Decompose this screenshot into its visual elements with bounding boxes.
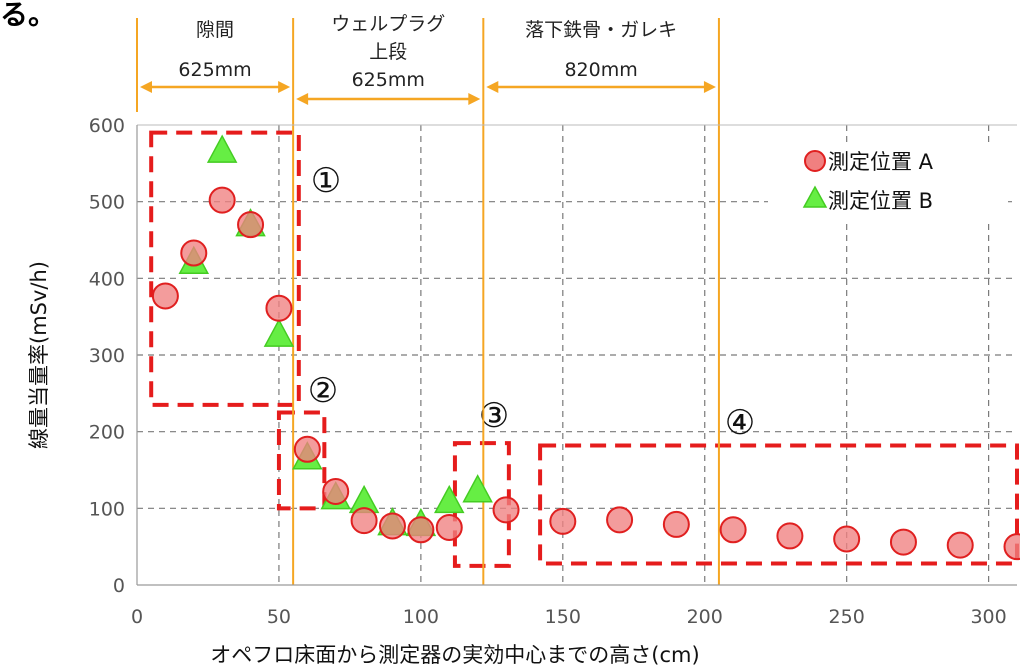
y-tick-label: 400 (89, 268, 125, 290)
y-axis-title: 線量当量率(mSv/h) (27, 261, 51, 449)
span-arrow-head-right (468, 93, 481, 105)
data-point-a (492, 496, 520, 524)
axes: 0 100 200 300 400 500 600 0 50 100 150 200 250 300 (89, 115, 1017, 628)
data-point-a (549, 507, 577, 535)
data-point-b (462, 474, 493, 503)
data-point-a (378, 512, 406, 540)
span-label-bottom: 820mm (564, 59, 637, 81)
span-label-top: 落下鉄骨・ガレキ (525, 19, 677, 41)
x-axis-title: オペフロ床面から測定器の実効中心までの高さ(cm) (210, 643, 699, 667)
x-tick-label: 0 (131, 606, 143, 628)
span-arrow-head-left (140, 81, 152, 93)
legend-label-b: 測定位置 B (828, 189, 933, 213)
data-point-a (151, 282, 179, 310)
span-arrow-head-left (486, 81, 499, 93)
data-point-a (350, 507, 378, 535)
data-point-a (662, 510, 690, 538)
span-label-bottom: 625mm (178, 59, 251, 81)
data-point-a (889, 528, 917, 556)
data-point-a (833, 525, 861, 553)
data-point-a (606, 506, 634, 534)
y-tick-label: 0 (113, 575, 125, 597)
span-label-bottom: 625mm (352, 69, 425, 91)
data-point-a (435, 514, 463, 541)
legend-marker-a (804, 150, 826, 172)
y-tick-label: 300 (89, 345, 125, 367)
y-tick-label: 200 (89, 422, 125, 444)
span-arrow-head-left (296, 93, 309, 105)
data-point-b (206, 134, 238, 163)
x-tick-label: 50 (267, 606, 291, 628)
span-label-top: 隙間 (196, 19, 234, 41)
x-tick-label: 100 (403, 606, 439, 628)
data-point-a (180, 239, 208, 267)
legend-marker-b (802, 185, 828, 208)
y-tick-label: 500 (89, 192, 125, 214)
y-tick-label: 100 (89, 498, 125, 520)
data-point-a (293, 435, 321, 463)
x-tick-label: 150 (545, 606, 581, 628)
zone-label: ② (308, 371, 338, 411)
legend-label-a: 測定位置 A (828, 150, 934, 174)
span-label-top: ウェルプラグ (331, 13, 445, 35)
zone-label: ① (311, 161, 341, 201)
y-tick-label: 600 (89, 115, 125, 137)
data-point-a (1003, 533, 1020, 561)
data-point-b (263, 318, 295, 347)
zone-box (149, 130, 301, 407)
data-point-a (407, 516, 435, 544)
zone-box (538, 443, 1020, 566)
data-point-a (237, 211, 265, 239)
data-point-a (776, 522, 804, 550)
span-arrow-head-right (278, 81, 291, 93)
span-arrow-head-right (703, 81, 716, 93)
x-tick-label: 300 (970, 606, 1006, 628)
data-point-a (946, 531, 974, 559)
data-point-a (265, 294, 293, 322)
data-points (151, 134, 1020, 561)
region-lines (136, 18, 720, 585)
legend: 測定位置 A 測定位置 B (768, 143, 1008, 223)
data-point-b (434, 484, 465, 514)
data-point-a (719, 516, 747, 544)
zone-label: ④ (725, 403, 755, 443)
zone-box (276, 410, 327, 511)
data-point-a (208, 186, 236, 214)
span-label-mid: 上段 (369, 41, 407, 63)
corner-text: る。 (0, 0, 56, 31)
x-tick-label: 200 (687, 606, 723, 628)
x-tick-label: 250 (829, 606, 865, 628)
data-point-a (322, 477, 350, 505)
